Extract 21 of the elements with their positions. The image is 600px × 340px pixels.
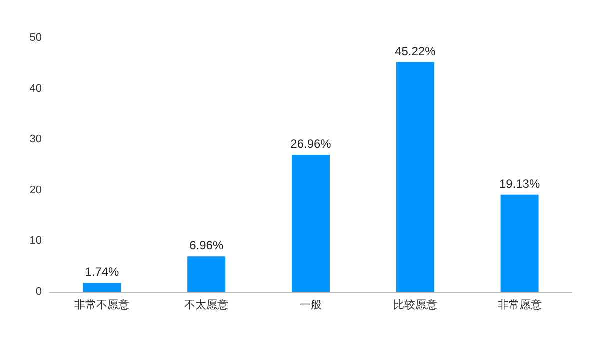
y-tick-label: 0 (36, 286, 42, 298)
bar (396, 62, 434, 292)
bar (500, 194, 539, 292)
y-tick-label: 10 (30, 235, 42, 248)
data-label: 45.22% (395, 44, 436, 58)
data-label: 26.96% (290, 137, 332, 152)
y-tick-label: 50 (30, 32, 42, 44)
bar (83, 283, 122, 292)
y-tick-label: 20 (30, 184, 42, 196)
y-tick-label: 30 (30, 134, 42, 146)
x-tick-label: 比较愿意 (393, 298, 438, 312)
data-label: 6.96% (190, 238, 224, 253)
data-label: 19.13% (499, 176, 540, 191)
x-tick-label: 不太愿意 (184, 298, 229, 312)
x-tick-label: 一般 (300, 300, 322, 312)
bar (188, 256, 226, 292)
data-label: 1.74% (85, 265, 120, 280)
x-tick-label: 非常不愿意 (74, 298, 130, 312)
y-tick-label: 40 (30, 82, 42, 95)
x-tick-label: 非常愿意 (498, 298, 542, 312)
bar (292, 155, 330, 292)
